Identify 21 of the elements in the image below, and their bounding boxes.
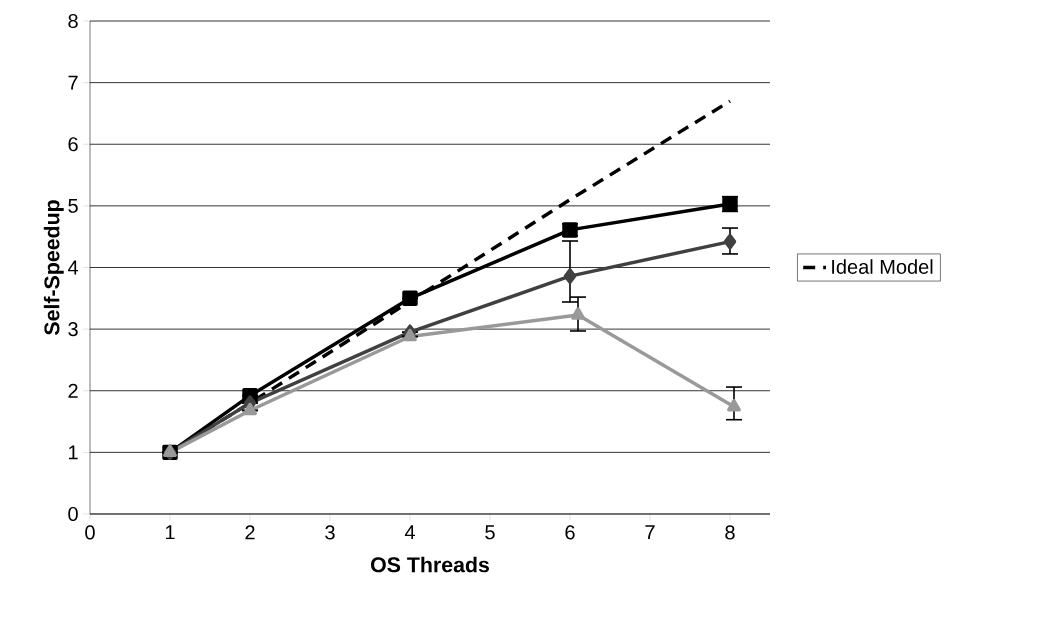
x-tick-label: 3 [325,525,335,540]
x-tick-label: 0 [85,525,95,540]
y-tick-label: 8 [68,13,78,29]
x-tick-label: 7 [645,525,655,540]
y-tick-label: 4 [67,260,79,275]
x-tick-label: 1 [165,525,175,540]
x-axis-title: OS Threads [371,556,489,573]
y-tick-label: 7 [68,75,78,90]
x-tick-label: 4 [404,525,415,540]
y-tick-label: 6 [68,137,78,152]
y-tick-label: 3 [68,322,78,337]
x-tick-label: 8 [725,525,735,540]
y-tick-label: 2 [68,383,78,398]
y-axis-title: Self-Speedup [43,200,64,336]
y-tick-label: 0 [68,506,78,522]
x-tick-label: 6 [565,525,575,540]
x-tick-label: 5 [485,525,495,540]
y-tick-label: 5 [68,198,78,213]
y-tick-label: 1 [69,445,78,460]
legend-label: Ideal Model [832,259,933,274]
x-tick-label: 2 [245,525,255,540]
